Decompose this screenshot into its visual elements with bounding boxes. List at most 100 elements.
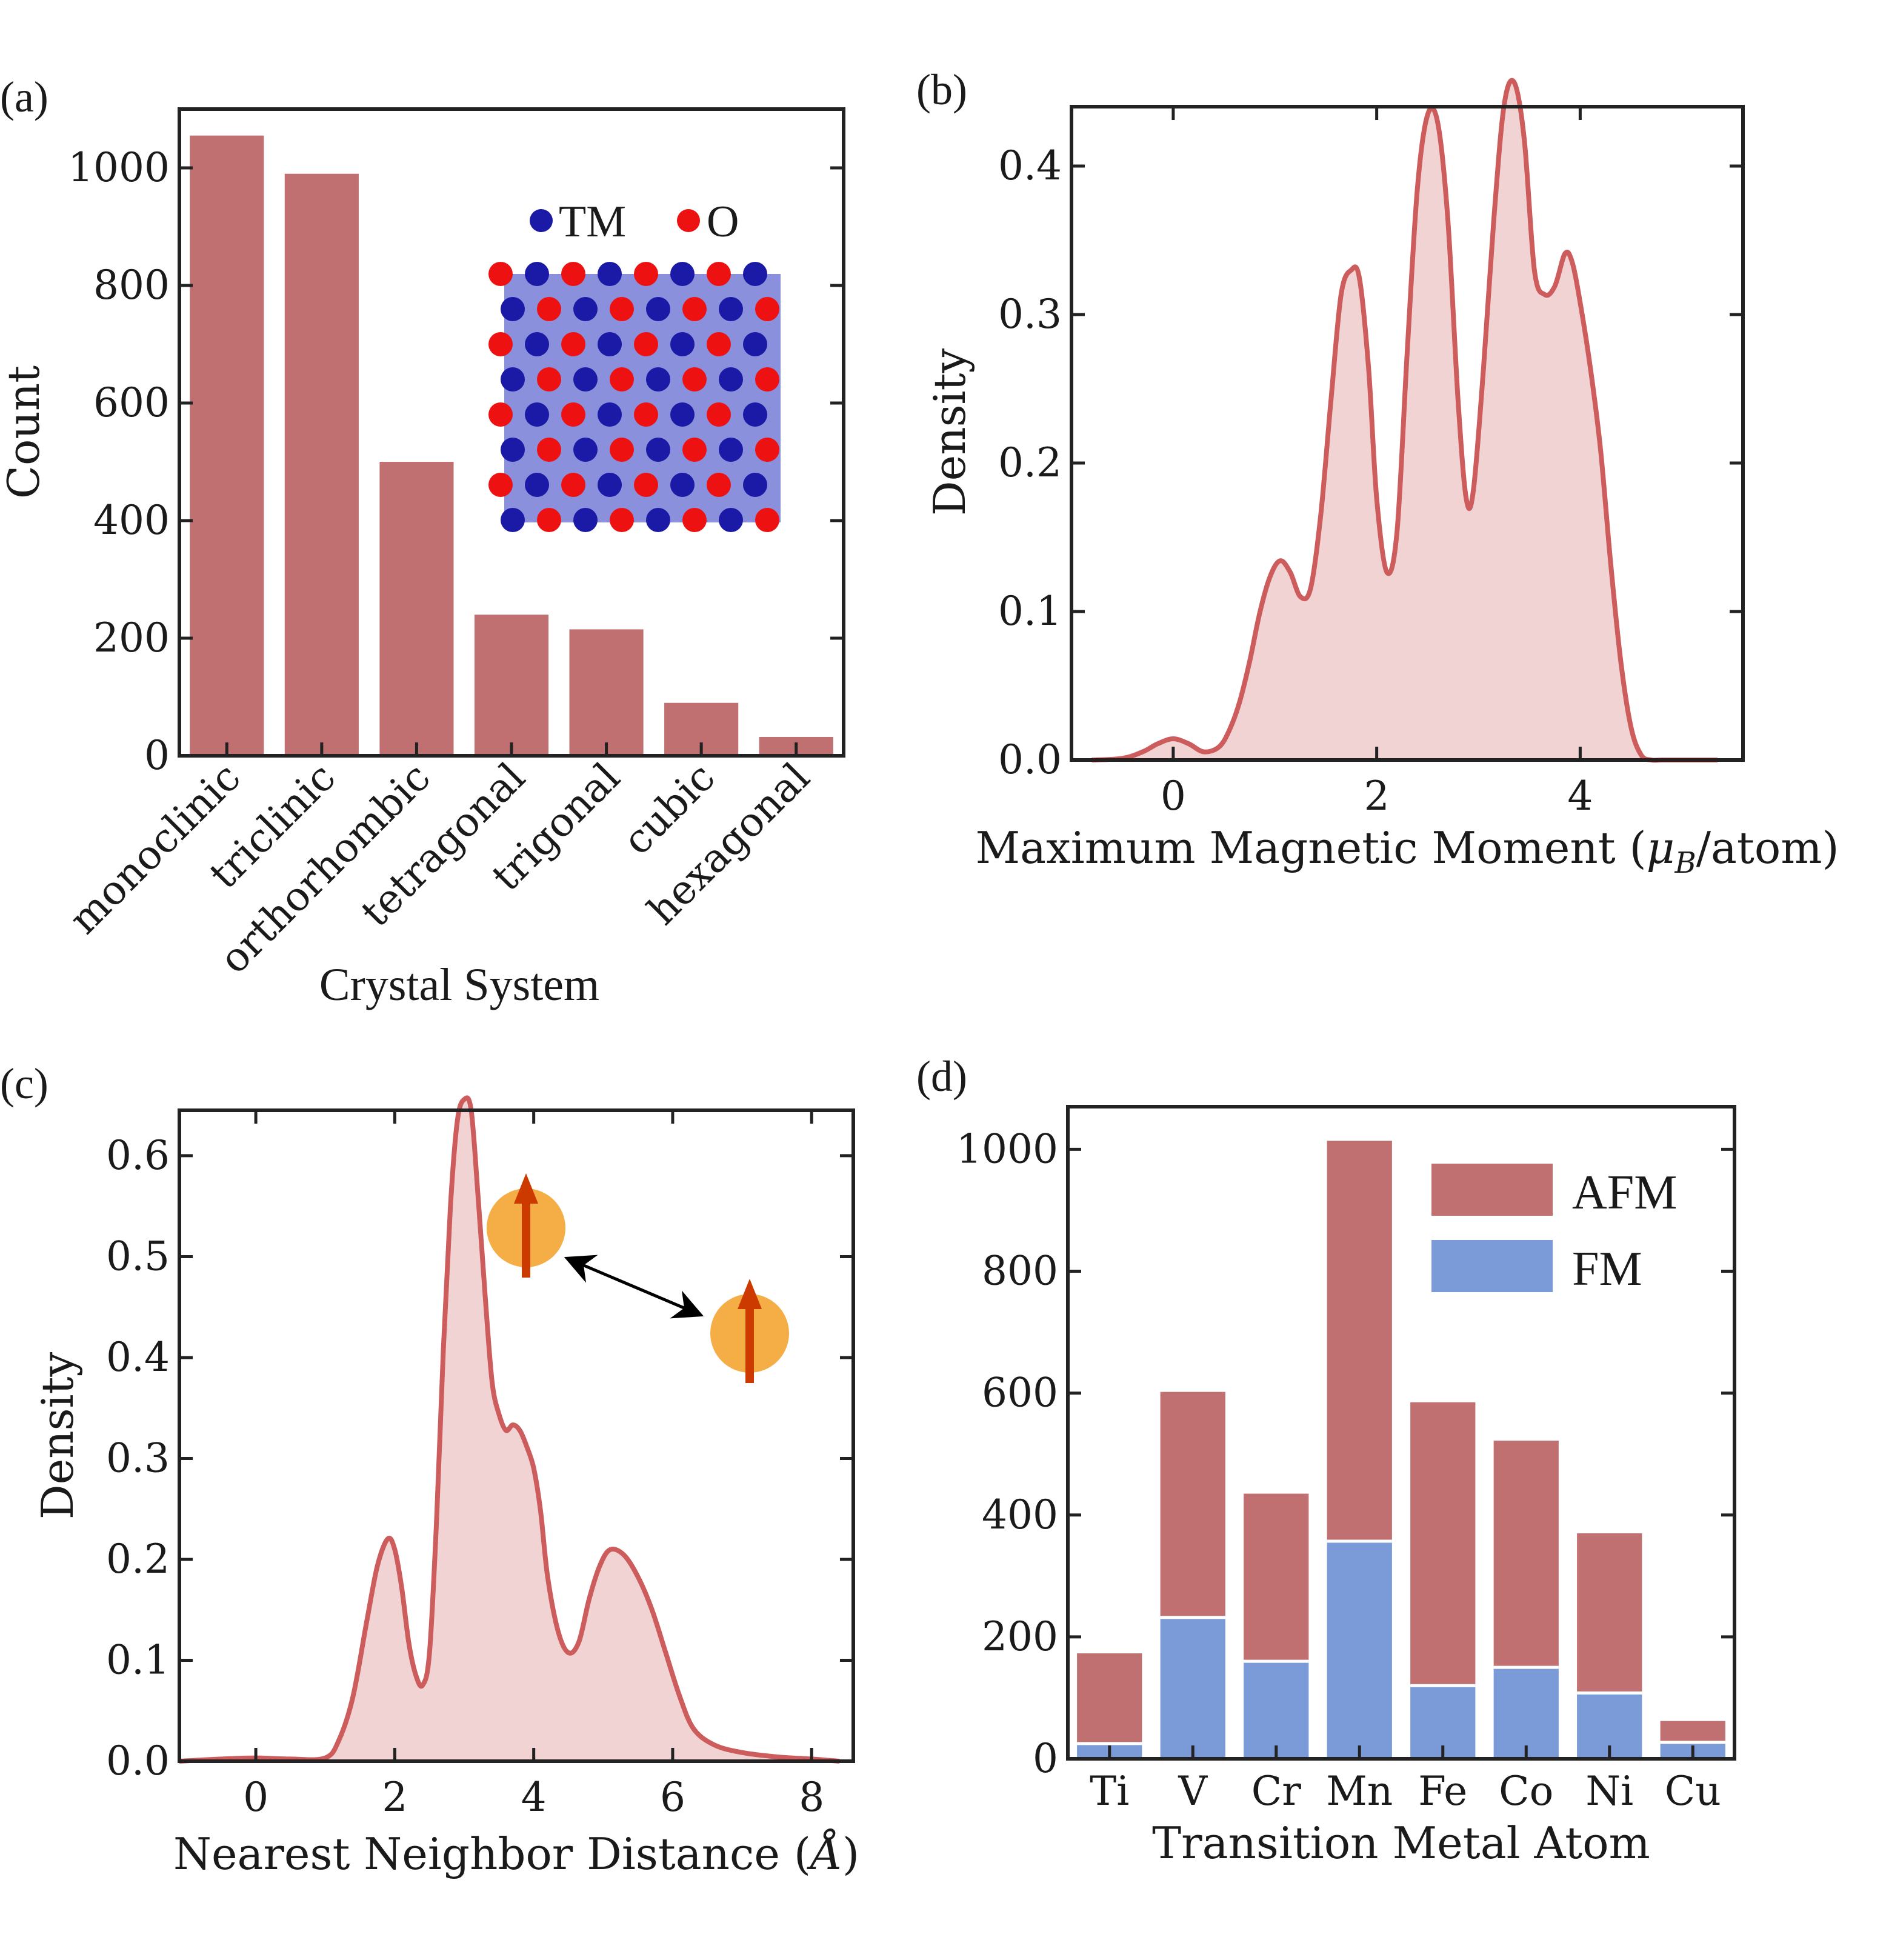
bar-triclinic — [284, 173, 359, 756]
fm-bar-Co — [1493, 1667, 1559, 1759]
b-density-line — [1091, 78, 1718, 763]
o-atom — [488, 402, 513, 427]
tm-atom — [501, 438, 525, 462]
a-y-axis-label: Count — [0, 365, 49, 499]
o-atom — [755, 367, 779, 392]
tm-atom — [573, 438, 598, 462]
o-atom — [537, 508, 561, 532]
o-atom — [707, 262, 731, 286]
tm-atom — [525, 332, 549, 356]
tm-atom — [670, 262, 695, 286]
tm-atom — [743, 473, 767, 497]
o-atom-legend-marker — [677, 209, 700, 232]
d-ytick-label: 1000 — [956, 1125, 1058, 1172]
tm-atom — [501, 367, 525, 392]
c-xtick-label: 6 — [660, 1774, 685, 1821]
o-atom — [561, 332, 585, 356]
o-atom — [682, 438, 707, 462]
d-stacked-bars — [1077, 1141, 1725, 1759]
afm-bar-Ni — [1577, 1533, 1642, 1693]
c-ytick-label: 0.1 — [106, 1636, 170, 1683]
panel-label-a: (a) — [0, 73, 48, 121]
fm-bar-V — [1160, 1617, 1225, 1759]
d-xtick-label: Cu — [1665, 1768, 1721, 1815]
tm-atom — [598, 332, 622, 356]
o-atom — [610, 297, 634, 321]
tm-atom — [501, 297, 525, 321]
c-ytick-label: 0.3 — [106, 1435, 170, 1481]
d-ytick-label: 600 — [982, 1370, 1058, 1416]
c-xtick-label: 8 — [799, 1774, 824, 1821]
o-atom — [561, 402, 585, 427]
panel-c-neighbor-distance-chart: 0.0 0.1 0.2 0.3 0.4 0.5 0.6 0 2 4 6 8 Density Neare… — [32, 1095, 859, 1879]
tm-atom — [743, 402, 767, 427]
d-ytick-label: 400 — [982, 1492, 1058, 1538]
tm-atom — [525, 262, 549, 286]
c-ytick-label: 0.5 — [106, 1233, 170, 1279]
bar-trigonal — [569, 629, 644, 756]
structure-atoms — [488, 262, 779, 532]
d-xtick-label: Ni — [1585, 1768, 1633, 1815]
panel-b-magnetic-moment-chart: 0.0 0.1 0.2 0.3 0.4 0 2 4 Density Maximum Magne… — [924, 78, 1839, 880]
tm-atom — [719, 438, 743, 462]
tm-atom — [573, 297, 598, 321]
o-atom — [755, 508, 779, 532]
fm-legend-label: FM — [1572, 1242, 1642, 1296]
d-ytick-label: 800 — [982, 1248, 1058, 1295]
c-xtick-label: 4 — [521, 1774, 547, 1821]
tm-atom — [743, 332, 767, 356]
d-xtick-label: Cr — [1251, 1768, 1301, 1815]
a-x-axis-label: Crystal System — [319, 959, 599, 1010]
b-x-axis-label: Maximum Magnetic Moment (μB/atom) — [975, 822, 1839, 880]
b-ytick-label: 0.4 — [998, 142, 1062, 189]
tm-atom — [646, 438, 670, 462]
o-atom — [707, 473, 731, 497]
o-atom — [755, 438, 779, 462]
o-atom — [707, 402, 731, 427]
panel-label-c: (c) — [0, 1059, 48, 1108]
c-ytick-label: 0.6 — [106, 1132, 170, 1179]
a-ytick-label: 400 — [93, 497, 170, 544]
o-atom — [488, 262, 513, 286]
panel-label-d: (d) — [916, 1052, 967, 1101]
tm-atom — [525, 402, 549, 427]
b-xtick-label: 2 — [1364, 773, 1390, 819]
exchange-interaction-arrow — [564, 1255, 704, 1319]
afm-bar-Mn — [1327, 1141, 1392, 1541]
o-atom — [610, 367, 634, 392]
d-ytick-label: 200 — [982, 1613, 1058, 1660]
o-atom — [561, 473, 585, 497]
spin-arrow-2-head — [738, 1279, 762, 1309]
afm-bar-Ti — [1077, 1653, 1142, 1744]
afm-bar-Co — [1493, 1441, 1559, 1668]
c-axis-ticks: 0.0 0.1 0.2 0.3 0.4 0.5 0.6 0 2 4 6 8 — [106, 1110, 853, 1821]
o-atom — [610, 508, 634, 532]
inset-legend: TM O — [530, 197, 739, 247]
o-atom — [634, 262, 658, 286]
tm-atom — [598, 473, 622, 497]
o-atom — [561, 262, 585, 286]
b-ytick-label: 0.3 — [998, 291, 1062, 338]
tm-atom — [501, 508, 525, 532]
b-xtick-label: 0 — [1161, 773, 1186, 819]
o-atom — [610, 438, 634, 462]
fm-bar-Mn — [1327, 1541, 1392, 1759]
a-ytick-label: 0 — [144, 732, 170, 779]
afm-bar-Fe — [1410, 1402, 1476, 1686]
d-xtick-label: Co — [1499, 1768, 1553, 1815]
tm-atom — [598, 402, 622, 427]
afm-bar-Cr — [1244, 1493, 1309, 1662]
o-atom — [634, 402, 658, 427]
d-axis-ticks: 0 200 400 600 800 1000 Ti V Cr Mn Fe Co Ni Cu — [956, 1125, 1734, 1815]
tm-legend-label: TM — [559, 197, 626, 247]
fm-bar-Cr — [1244, 1661, 1309, 1759]
tm-atom — [743, 262, 767, 286]
b-axis-ticks: 0.0 0.1 0.2 0.3 0.4 0 2 4 — [998, 107, 1743, 819]
o-atom — [682, 297, 707, 321]
tm-atom — [646, 297, 670, 321]
o-atom — [682, 367, 707, 392]
afm-legend-label: AFM — [1572, 1166, 1677, 1219]
tm-atom — [573, 508, 598, 532]
